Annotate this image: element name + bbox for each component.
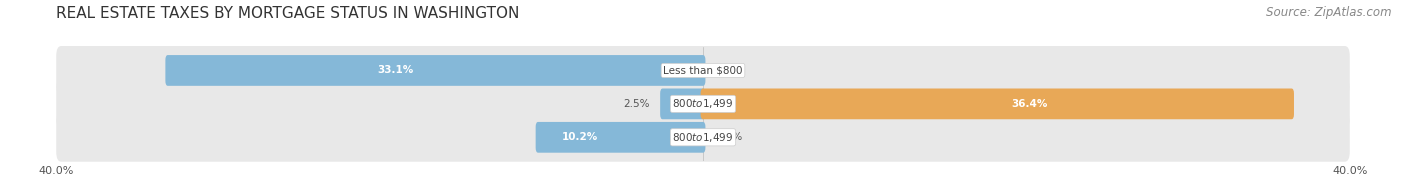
Text: Source: ZipAtlas.com: Source: ZipAtlas.com: [1267, 6, 1392, 19]
Text: 33.1%: 33.1%: [377, 65, 413, 75]
Text: 0.0%: 0.0%: [716, 132, 742, 142]
FancyBboxPatch shape: [536, 122, 706, 153]
FancyBboxPatch shape: [166, 55, 706, 86]
Text: 2.5%: 2.5%: [623, 99, 650, 109]
Text: 10.2%: 10.2%: [562, 132, 598, 142]
Text: Less than $800: Less than $800: [664, 65, 742, 75]
FancyBboxPatch shape: [661, 89, 706, 119]
Text: $800 to $1,499: $800 to $1,499: [672, 97, 734, 110]
Text: 36.4%: 36.4%: [1011, 99, 1047, 109]
Text: $800 to $1,499: $800 to $1,499: [672, 131, 734, 144]
FancyBboxPatch shape: [56, 79, 1350, 128]
FancyBboxPatch shape: [56, 46, 1350, 95]
FancyBboxPatch shape: [56, 113, 1350, 162]
Text: REAL ESTATE TAXES BY MORTGAGE STATUS IN WASHINGTON: REAL ESTATE TAXES BY MORTGAGE STATUS IN …: [56, 6, 520, 21]
FancyBboxPatch shape: [700, 89, 1294, 119]
Text: 0.0%: 0.0%: [716, 65, 742, 75]
